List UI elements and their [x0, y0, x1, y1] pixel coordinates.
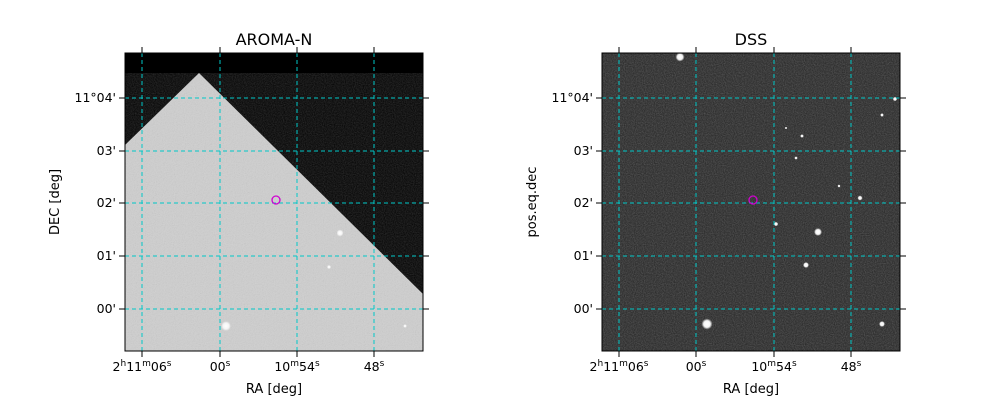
dec-tick-label: 01': [574, 248, 593, 263]
star-blob: [784, 126, 788, 130]
star-blob: [837, 184, 841, 188]
x-axis-label: RA [deg]: [246, 382, 302, 397]
panel-title: AROMA-N: [236, 30, 313, 49]
ra-tick-label: 48s: [364, 359, 385, 374]
ra-tick-labels: 2h11m06s 00s 10m54s 48s: [113, 359, 385, 374]
ra-tick-label: 2h11m06s: [113, 359, 172, 374]
dss-ticks: [596, 47, 906, 357]
panel-title: DSS: [735, 30, 768, 49]
y-axis-label: DEC [deg]: [48, 169, 63, 235]
dss-image: [602, 53, 900, 351]
dec-tick-label: 01': [97, 248, 116, 263]
dec-tick-label: 11°04': [75, 90, 117, 105]
star-blob: [221, 321, 231, 331]
axes-frame: [601, 52, 901, 352]
aroma-n-panel: AROMA-N: [48, 30, 429, 397]
ra-tick-label: 10m54s: [751, 359, 797, 374]
aroma-n-image: [125, 53, 423, 351]
dss-panel: DSS: [525, 30, 906, 397]
ra-tick-label: 2h11m06s: [590, 359, 649, 374]
axes-frame: [124, 52, 424, 352]
star-blob: [327, 265, 331, 269]
ra-tick-label: 00s: [686, 359, 707, 374]
dec-tick-label: 00': [574, 301, 593, 316]
y-axis-label: pos.eq.dec: [525, 167, 540, 238]
dec-tick-labels: 11°04' 03' 02' 01' 00': [552, 90, 594, 316]
star-blob: [773, 221, 779, 227]
dec-tick-labels: 11°04' 03' 02' 01' 00': [75, 90, 117, 316]
star-blob: [814, 228, 822, 236]
dec-tick-label: 02': [574, 195, 593, 210]
star-blob: [336, 229, 344, 237]
star-blob: [879, 321, 885, 327]
ra-tick-labels: 2h11m06s 00s 10m54s 48s: [590, 359, 862, 374]
target-marker: [271, 195, 281, 205]
target-marker: [748, 195, 758, 205]
star-blob: [800, 134, 804, 138]
aroma-n-grid: [125, 53, 423, 351]
x-axis-label: RA [deg]: [723, 382, 779, 397]
aroma-n-ticks: [119, 47, 429, 357]
dec-tick-label: 03': [574, 143, 593, 158]
star-blob: [794, 156, 798, 160]
ra-tick-label: 10m54s: [274, 359, 320, 374]
star-blob: [892, 96, 898, 102]
star-blob: [857, 195, 863, 201]
dec-tick-label: 11°04': [552, 90, 594, 105]
star-blob: [701, 318, 713, 330]
dec-tick-label: 03': [97, 143, 116, 158]
dec-tick-label: 00': [97, 301, 116, 316]
star-blob: [880, 113, 884, 117]
ra-tick-label: 00s: [210, 359, 231, 374]
dec-tick-label: 02': [97, 195, 116, 210]
star-blob: [403, 324, 407, 328]
star-blob: [803, 262, 809, 268]
ra-tick-label: 48s: [841, 359, 862, 374]
star-blob: [675, 53, 685, 62]
